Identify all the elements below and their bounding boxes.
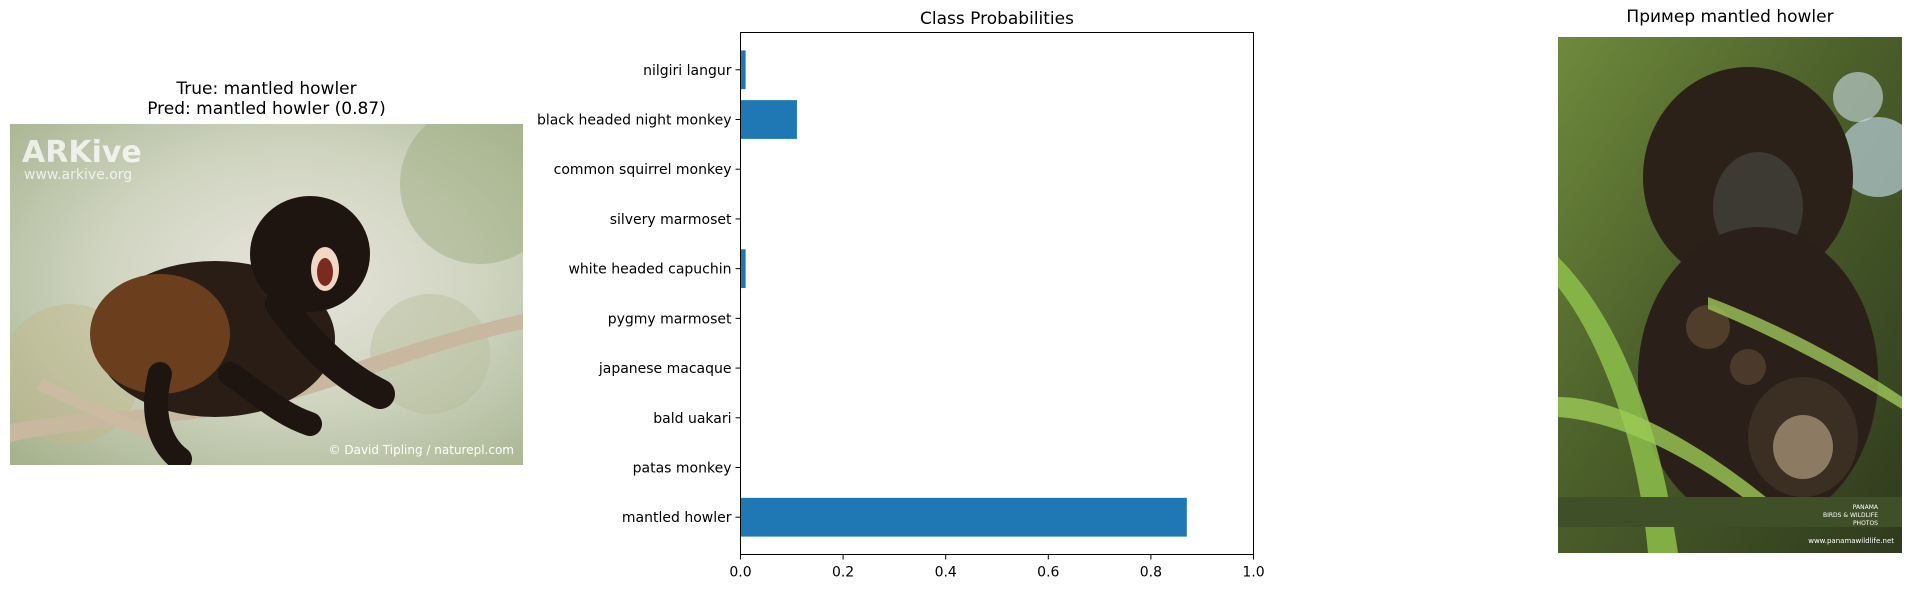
y-tick-label: white headed capuchin	[568, 262, 731, 278]
y-tick-label: silvery marmoset	[610, 212, 732, 228]
photo-credit: © David Tipling / naturepl.com	[329, 443, 514, 457]
x-tick-label: 0.6	[1037, 565, 1059, 581]
y-tick-label: bald uakari	[653, 411, 731, 427]
y-tick-label: japanese macaque	[598, 361, 732, 377]
y-tick-label: patas monkey	[633, 461, 732, 477]
bar-mantled-howler	[740, 497, 1187, 537]
x-tick-label: 0.4	[935, 565, 957, 581]
y-tick-label: black headed night monkey	[537, 113, 732, 129]
pred-label: Pred: mantled howler (0.87)	[147, 99, 386, 119]
right-panel-title: Пример mantled howler	[1626, 7, 1834, 27]
howler-mother-baby-photo: PANAMA BIRDS & WILDLIFE PHOTOS www.panam…	[1558, 37, 1902, 553]
y-tick-label: pygmy marmoset	[608, 311, 732, 327]
chart-title: Class Probabilities	[920, 9, 1074, 29]
arkive-logo: ARKive	[22, 135, 142, 170]
x-tick-label: 1.0	[1242, 565, 1264, 581]
x-tick-label: 0.0	[729, 565, 751, 581]
y-tick-label: common squirrel monkey	[554, 162, 732, 178]
monkey-photo: ARKive www.arkive.org © David Tipling / …	[10, 124, 523, 465]
panama-wm-line1: PANAMA	[1853, 504, 1879, 511]
y-tick-label: nilgiri langur	[643, 63, 732, 79]
true-label: True: mantled howler	[176, 79, 357, 99]
bar-white-headed-capuchin	[740, 249, 746, 289]
plot-frame	[740, 32, 1254, 555]
panama-wm-line3: PHOTOS	[1853, 520, 1878, 527]
panama-wm-line2: BIRDS & WILDLIFE	[1823, 512, 1878, 519]
panama-wm-url: www.panamawildlife.net	[1808, 537, 1894, 545]
bar-black-headed-night-monkey	[740, 100, 797, 139]
x-tick-label: 0.8	[1140, 565, 1162, 581]
arkive-url: www.arkive.org	[24, 167, 132, 183]
bar-nilgiri-langur	[740, 50, 746, 90]
y-tick-label: mantled howler	[622, 510, 732, 526]
x-tick-label: 0.2	[832, 565, 854, 581]
left-panel-title: True: mantled howler Pred: mantled howle…	[10, 79, 523, 119]
